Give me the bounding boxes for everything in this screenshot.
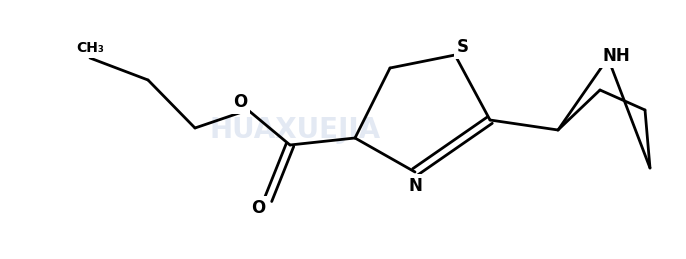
Text: NH: NH bbox=[602, 47, 630, 65]
Text: S: S bbox=[457, 38, 469, 56]
Text: O: O bbox=[233, 93, 247, 111]
Text: N: N bbox=[408, 177, 422, 195]
Text: CH₃: CH₃ bbox=[76, 41, 104, 55]
Text: O: O bbox=[251, 199, 265, 217]
Text: HUAXUEJIA: HUAXUEJIA bbox=[209, 116, 381, 143]
